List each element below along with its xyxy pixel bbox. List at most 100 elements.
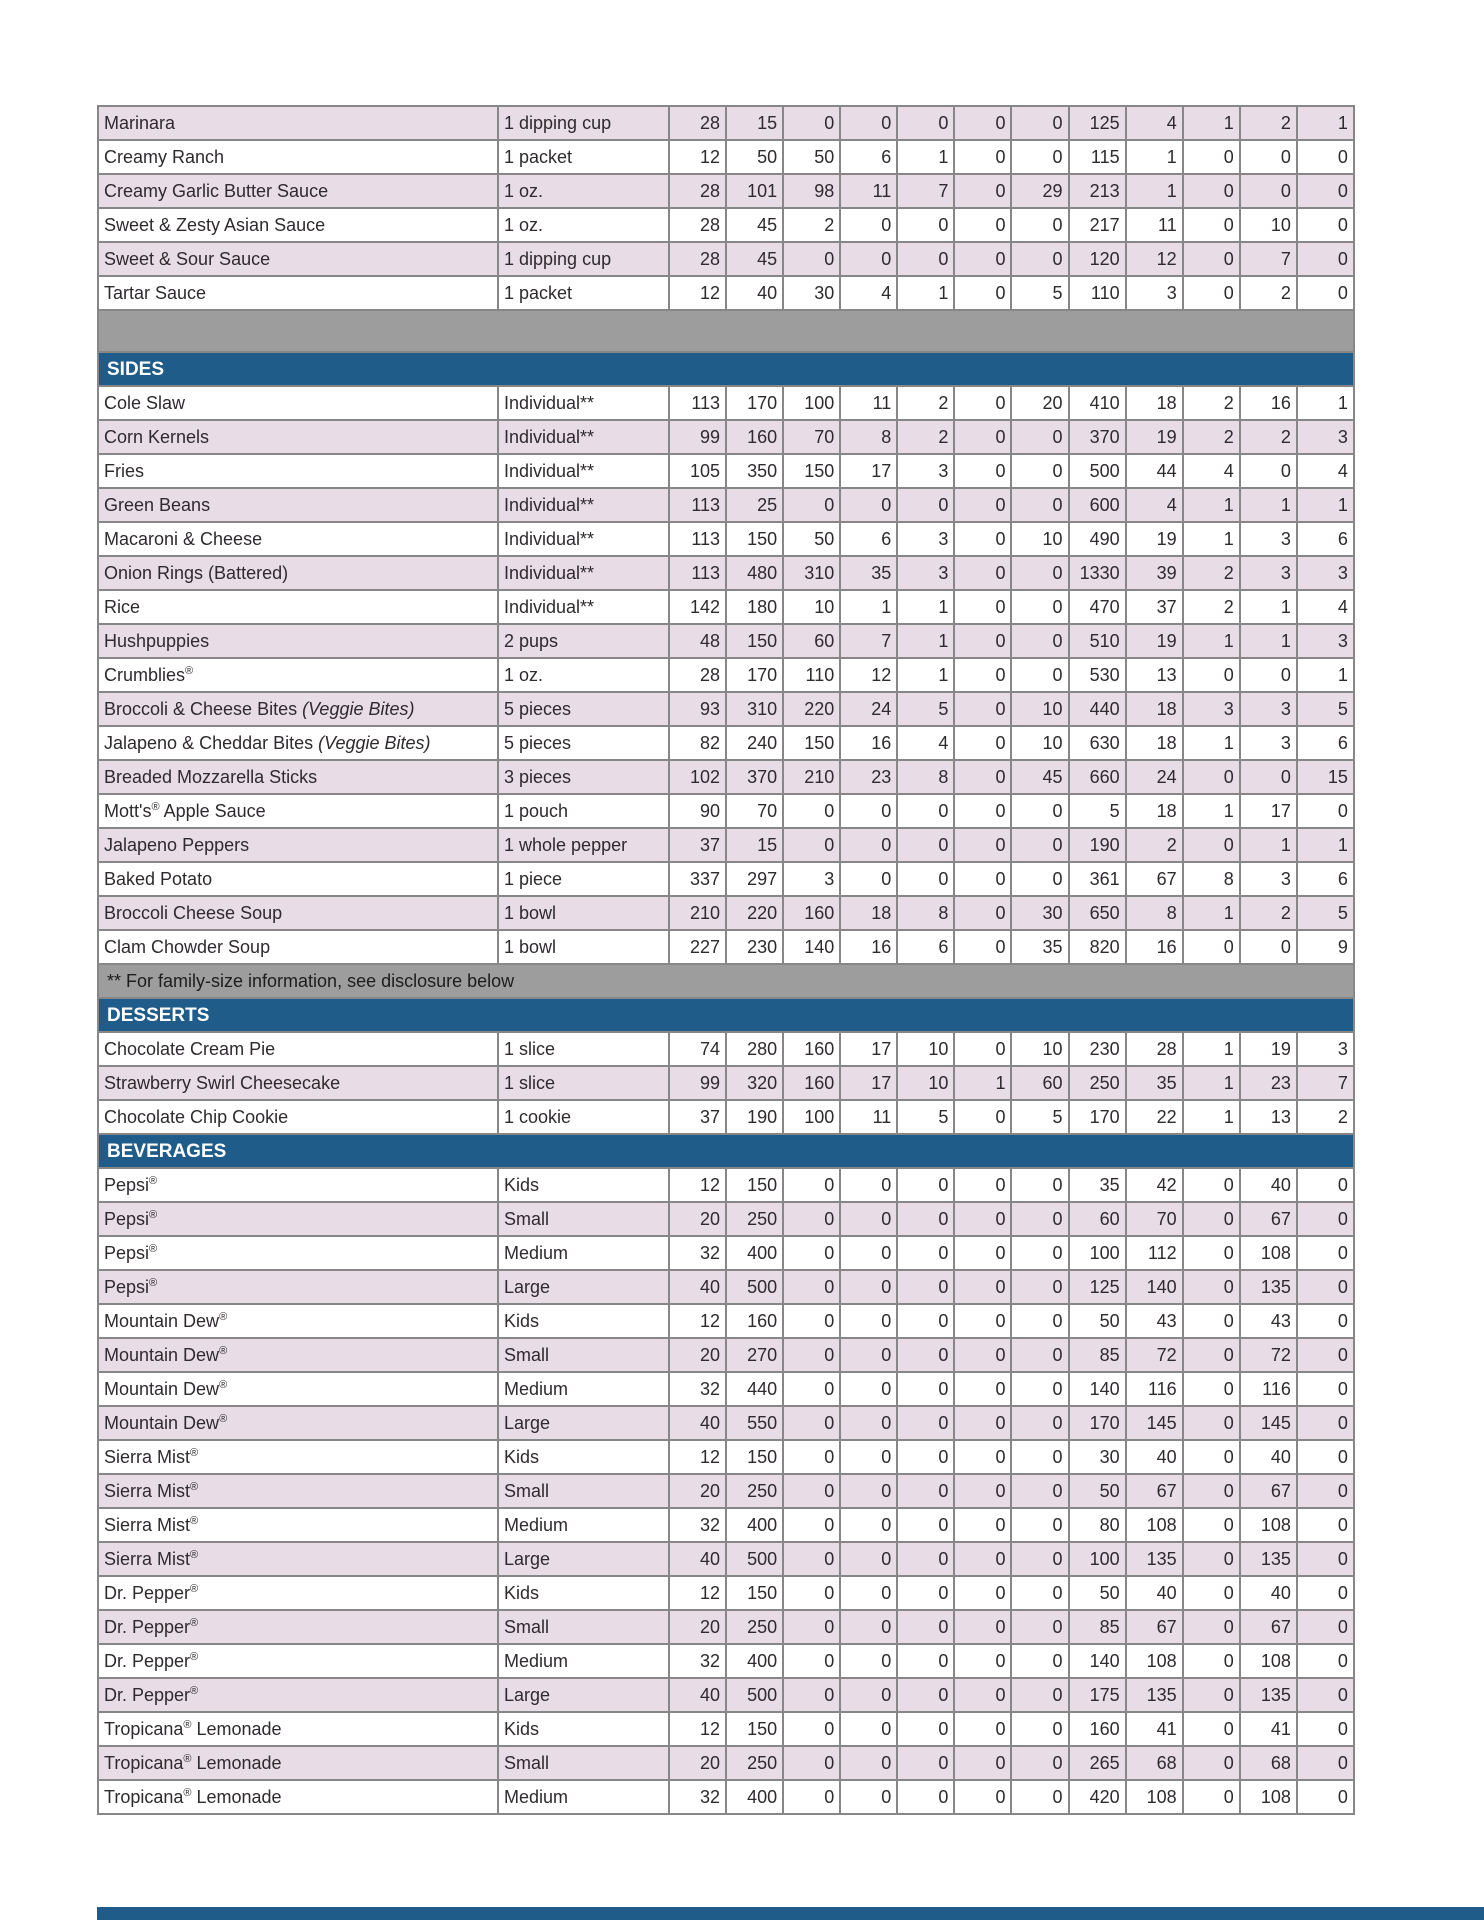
value-cell: 67 xyxy=(1238,1609,1298,1645)
value-cell: 0 xyxy=(953,1779,1013,1815)
value-cell: 0 xyxy=(1295,1643,1355,1679)
value-cell: 0 xyxy=(839,1167,899,1203)
table-row: Dr. Pepper® Kids 12 150 0 0 0 0 0 50 40 0 40 0 xyxy=(97,1575,1355,1611)
value-cell: 170 xyxy=(725,385,785,421)
value-cell: 0 xyxy=(1181,241,1241,277)
value-cell: 5 xyxy=(896,1099,956,1135)
value-cell: 0 xyxy=(896,1167,956,1203)
value-cell: 150 xyxy=(725,623,785,659)
value-cell: 0 xyxy=(1238,173,1298,209)
value-cell: 0 xyxy=(953,895,1013,931)
value-cell: 41 xyxy=(1238,1711,1298,1747)
serving-size: 5 pieces xyxy=(497,691,670,727)
value-cell: 0 xyxy=(1295,1337,1355,1373)
value-cell: 50 xyxy=(782,521,842,557)
value-cell: 40 xyxy=(1238,1167,1298,1203)
value-cell: 500 xyxy=(1067,453,1127,489)
value-cell: 108 xyxy=(1238,1779,1298,1815)
value-cell: 0 xyxy=(1010,241,1070,277)
value-cell: 0 xyxy=(1295,1541,1355,1577)
value-cell: 0 xyxy=(1181,1711,1241,1747)
value-cell: 60 xyxy=(782,623,842,659)
value-cell: 5 xyxy=(1295,691,1355,727)
value-cell: 35 xyxy=(1124,1065,1184,1101)
value-cell: 510 xyxy=(1067,623,1127,659)
table-row: Breaded Mozzarella Sticks 3 pieces 102 370 2… xyxy=(97,759,1355,795)
value-cell: 110 xyxy=(1067,275,1127,311)
value-cell: 0 xyxy=(1010,1201,1070,1237)
value-cell: 140 xyxy=(782,929,842,965)
value-cell: 32 xyxy=(667,1507,728,1543)
value-cell: 0 xyxy=(1010,1609,1070,1645)
value-cell: 0 xyxy=(782,1779,842,1815)
value-cell: 0 xyxy=(953,1575,1013,1611)
value-cell: 12 xyxy=(667,139,728,175)
value-cell: 4 xyxy=(1124,487,1184,523)
value-cell: 1 xyxy=(896,657,956,693)
value-cell: 0 xyxy=(1181,1541,1241,1577)
serving-size: Large xyxy=(497,1269,670,1305)
value-cell: 28 xyxy=(667,241,728,277)
value-cell: 37 xyxy=(1124,589,1184,625)
value-cell: 0 xyxy=(782,1439,842,1475)
value-cell: 108 xyxy=(1238,1643,1298,1679)
value-cell: 0 xyxy=(1010,105,1070,141)
value-cell: 0 xyxy=(1010,1677,1070,1713)
value-cell: 39 xyxy=(1124,555,1184,591)
value-cell: 108 xyxy=(1238,1507,1298,1543)
value-cell: 180 xyxy=(725,589,785,625)
item-name: Clam Chowder Soup xyxy=(97,929,499,965)
value-cell: 0 xyxy=(953,1031,1013,1067)
value-cell: 15 xyxy=(1295,759,1355,795)
serving-size: 1 oz. xyxy=(497,207,670,243)
value-cell: 0 xyxy=(953,1235,1013,1271)
item-name-italic-suffix: (Veggie Bites) xyxy=(313,733,431,753)
value-cell: 0 xyxy=(1295,1269,1355,1305)
value-cell: 13 xyxy=(1238,1099,1298,1135)
value-cell: 0 xyxy=(782,1677,842,1713)
value-cell: 8 xyxy=(896,895,956,931)
value-cell: 150 xyxy=(782,725,842,761)
value-cell: 35 xyxy=(839,555,899,591)
value-cell: 1 xyxy=(1238,487,1298,523)
value-cell: 0 xyxy=(1181,139,1241,175)
value-cell: 160 xyxy=(725,1303,785,1339)
value-cell: 0 xyxy=(1181,1643,1241,1679)
value-cell: 18 xyxy=(1124,793,1184,829)
value-cell: 67 xyxy=(1238,1473,1298,1509)
value-cell: 500 xyxy=(725,1269,785,1305)
value-cell: 1 xyxy=(1124,139,1184,175)
item-name: Sierra Mist® xyxy=(97,1541,499,1577)
value-cell: 100 xyxy=(782,385,842,421)
value-cell: 0 xyxy=(839,1779,899,1815)
value-cell: 2 xyxy=(1181,419,1241,455)
value-cell: 0 xyxy=(1181,1779,1241,1815)
item-name: Mountain Dew® xyxy=(97,1371,499,1407)
value-cell: 4 xyxy=(1295,453,1355,489)
table-row: Macaroni & Cheese Individual** 113 150 50 6 3 0… xyxy=(97,521,1355,557)
value-cell: 93 xyxy=(667,691,728,727)
value-cell: 240 xyxy=(725,725,785,761)
value-cell: 150 xyxy=(725,1167,785,1203)
value-cell: 0 xyxy=(953,139,1013,175)
table-row: Tropicana® Lemonade Medium 32 400 0 0 0 0 0 420 10… xyxy=(97,1779,1355,1815)
value-cell: 250 xyxy=(725,1201,785,1237)
value-cell: 0 xyxy=(953,207,1013,243)
value-cell: 108 xyxy=(1124,1507,1184,1543)
value-cell: 2 xyxy=(896,419,956,455)
value-cell: 490 xyxy=(1067,521,1127,557)
serving-size: Large xyxy=(497,1405,670,1441)
value-cell: 48 xyxy=(667,623,728,659)
value-cell: 0 xyxy=(1010,1405,1070,1441)
value-cell: 170 xyxy=(1067,1405,1127,1441)
value-cell: 0 xyxy=(1295,1201,1355,1237)
value-cell: 660 xyxy=(1067,759,1127,795)
value-cell: 0 xyxy=(1010,419,1070,455)
value-cell: 0 xyxy=(1295,1507,1355,1543)
value-cell: 250 xyxy=(725,1745,785,1781)
table-row: Pepsi® Small 20 250 0 0 0 0 0 60 70 0 67 0 xyxy=(97,1201,1355,1237)
value-cell: 0 xyxy=(839,1745,899,1781)
value-cell: 1 xyxy=(1295,487,1355,523)
item-name: Green Beans xyxy=(97,487,499,523)
value-cell: 60 xyxy=(1067,1201,1127,1237)
